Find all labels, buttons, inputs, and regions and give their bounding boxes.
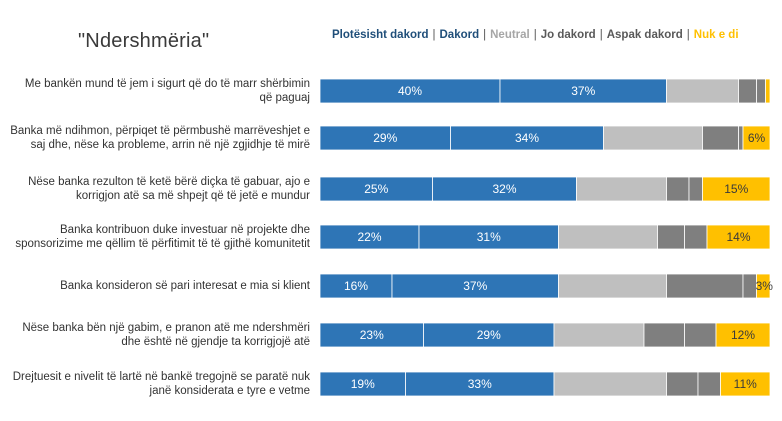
bar-segment-plotesisht-dakord bbox=[319, 125, 451, 151]
legend-separator: | bbox=[686, 29, 690, 41]
category-label: Me bankën mund të jem i sigurt që do të … bbox=[24, 78, 310, 104]
bar-segment-neutral bbox=[553, 371, 667, 397]
bar-segment-nuk-e-di bbox=[706, 224, 771, 250]
bar-segment-nuk-e-di bbox=[715, 322, 771, 348]
bar-segment-dakord bbox=[499, 78, 667, 104]
legend-item-jo-dakord: Jo dakord bbox=[540, 29, 596, 41]
bar-segment-aspak-dakord bbox=[756, 78, 766, 104]
legend-item-neutral: Neutral bbox=[490, 29, 530, 41]
data-label: 40% bbox=[398, 84, 422, 98]
bar-segment-neutral bbox=[553, 322, 645, 348]
bar-segment-nuk-e-di bbox=[720, 371, 771, 397]
legend-item-plotesisht-dakord: Plotësisht dakord bbox=[332, 29, 429, 41]
bar-segment-jo-dakord bbox=[738, 78, 757, 104]
bar-segment-jo-dakord bbox=[643, 322, 685, 348]
category-label: Banka konsideron së pari interesat e mia… bbox=[60, 280, 310, 292]
legend-item-aspak-dakord: Aspak dakord bbox=[606, 29, 683, 41]
data-label: 31% bbox=[477, 230, 501, 244]
bar-segment-jo-dakord bbox=[657, 224, 685, 250]
data-label: 22% bbox=[357, 230, 381, 244]
data-label: 12% bbox=[731, 328, 755, 342]
bar-segment-nuk-e-di bbox=[702, 176, 771, 202]
bar-segment-dakord bbox=[405, 371, 555, 397]
data-label: 15% bbox=[724, 182, 748, 196]
data-label: 33% bbox=[468, 377, 492, 391]
bar-segment-jo-dakord bbox=[702, 125, 739, 151]
bar-segment-neutral bbox=[576, 176, 667, 202]
data-label: 29% bbox=[477, 328, 501, 342]
bar-segment-nuk-e-di bbox=[742, 125, 771, 151]
data-label: 37% bbox=[463, 279, 487, 293]
legend-item-nuk-e-di: Nuk e di bbox=[693, 29, 739, 41]
data-label: 29% bbox=[373, 131, 397, 145]
bar-segment-plotesisht-dakord bbox=[319, 273, 393, 299]
chart-legend: Plotësisht dakord | Dakord | Neutral | Jo dako… bbox=[332, 29, 739, 41]
bar-segment-dakord bbox=[432, 176, 577, 202]
category-label: Banka kontribuon duke investuar në proje… bbox=[15, 224, 310, 250]
category-label: Nëse banka bën një gabim, e pranon atë m… bbox=[22, 322, 310, 348]
data-label: 19% bbox=[351, 377, 375, 391]
chart-title: "Ndershmëria" bbox=[78, 30, 210, 52]
legend-separator: | bbox=[599, 29, 603, 41]
bar-segment-jo-dakord bbox=[666, 273, 744, 299]
bar-segment-jo-dakord bbox=[666, 371, 699, 397]
bar-segment-aspak-dakord bbox=[738, 125, 744, 151]
bar-segment-nuk-e-di bbox=[756, 273, 771, 299]
bar-segment-aspak-dakord bbox=[684, 322, 717, 348]
bar-segment-aspak-dakord bbox=[742, 273, 757, 299]
bar-segment-plotesisht-dakord bbox=[319, 78, 501, 104]
legend-separator: | bbox=[533, 29, 537, 41]
bar-segment-dakord bbox=[418, 224, 559, 250]
data-label: 6% bbox=[748, 131, 766, 145]
data-label: 3% bbox=[756, 279, 774, 293]
bar-segment-jo-dakord bbox=[666, 176, 690, 202]
bar-segment-neutral bbox=[558, 224, 658, 250]
legend-separator: | bbox=[432, 29, 436, 41]
legend-separator: | bbox=[483, 29, 487, 41]
bar-segment-plotesisht-dakord bbox=[319, 224, 420, 250]
data-label: 32% bbox=[492, 182, 516, 196]
bar-segment-dakord bbox=[450, 125, 604, 151]
category-label: Banka më ndihmon, përpiqet të përmbushë … bbox=[10, 125, 310, 151]
data-label: 37% bbox=[571, 84, 595, 98]
bar-segment-aspak-dakord bbox=[684, 224, 708, 250]
bar-segment-dakord bbox=[423, 322, 555, 348]
bar-segment-neutral bbox=[558, 273, 667, 299]
bar-segment-neutral bbox=[603, 125, 703, 151]
data-label: 25% bbox=[364, 182, 388, 196]
data-label: 11% bbox=[734, 377, 757, 391]
data-label: 16% bbox=[344, 279, 368, 293]
category-label: Nëse banka rezulton të ketë bërë diçka t… bbox=[28, 176, 310, 202]
bar-segment-aspak-dakord bbox=[688, 176, 703, 202]
data-label: 34% bbox=[515, 131, 539, 145]
bar-segment-aspak-dakord bbox=[697, 371, 721, 397]
legend-item-dakord: Dakord bbox=[439, 29, 480, 41]
data-label: 23% bbox=[360, 328, 384, 342]
category-label: Drejtuesit e nivelit të lartë në bankë t… bbox=[12, 371, 310, 397]
bar-segment-neutral bbox=[666, 78, 739, 104]
data-label: 14% bbox=[726, 230, 750, 244]
bar-segment-dakord bbox=[391, 273, 559, 299]
bar-segment-plotesisht-dakord bbox=[319, 322, 424, 348]
bar-segment-nuk-e-di bbox=[765, 78, 771, 104]
